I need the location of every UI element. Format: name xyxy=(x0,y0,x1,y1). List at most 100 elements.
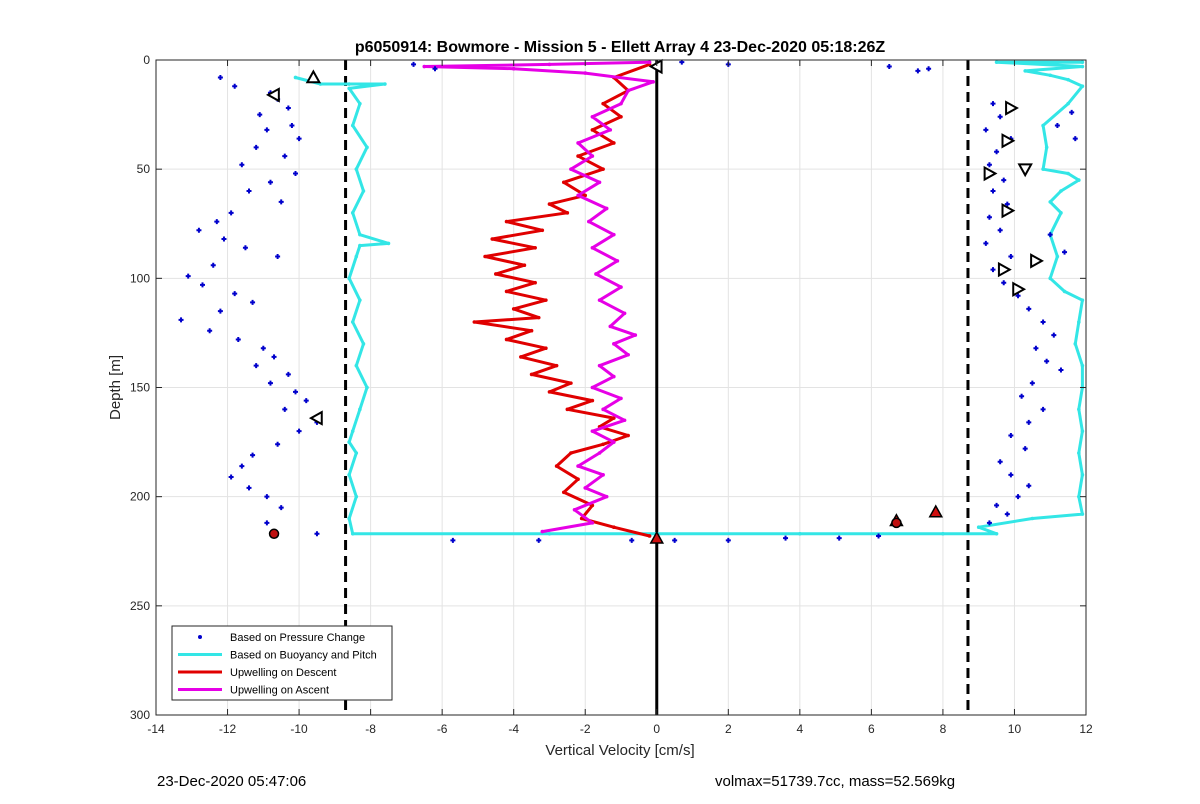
series-point xyxy=(576,154,580,158)
series-point xyxy=(1080,60,1085,64)
series-point xyxy=(590,245,595,250)
reference-lines xyxy=(344,60,970,715)
data-point xyxy=(217,74,223,80)
series-point xyxy=(601,473,605,477)
series-point xyxy=(601,442,605,447)
series-point xyxy=(583,193,588,198)
series-point xyxy=(1041,167,1045,171)
x-tick-label: -14 xyxy=(147,722,165,736)
series-point xyxy=(576,193,580,198)
series-point xyxy=(1080,64,1085,69)
series-point xyxy=(572,507,577,512)
data-point xyxy=(411,61,417,67)
series-point xyxy=(358,232,362,237)
data-point xyxy=(200,282,205,288)
data-point xyxy=(289,123,295,128)
data-point xyxy=(876,533,882,539)
series-point xyxy=(354,254,359,259)
open-triangle-marker xyxy=(1017,163,1033,178)
series-point xyxy=(350,211,355,215)
data-point xyxy=(232,83,238,89)
data-point xyxy=(271,354,277,360)
series-point xyxy=(647,534,652,538)
series-point xyxy=(1066,77,1070,82)
series-point xyxy=(383,82,387,86)
open-triangle-marker xyxy=(1012,281,1027,297)
series-point xyxy=(1077,494,1081,499)
series-point xyxy=(622,418,627,423)
series-point xyxy=(511,66,516,71)
series-point xyxy=(590,398,595,403)
series-point xyxy=(533,280,537,285)
series-point xyxy=(1055,254,1060,259)
end-marker xyxy=(268,528,280,540)
series-point xyxy=(597,451,602,455)
open-triangle-marker xyxy=(305,69,322,84)
end-marker xyxy=(891,517,902,529)
series-point xyxy=(358,298,362,302)
series-point xyxy=(798,531,802,536)
series-point xyxy=(483,254,487,259)
data-point xyxy=(296,136,302,142)
y-tick-label: 300 xyxy=(130,708,150,722)
data-point xyxy=(725,537,731,543)
data-point xyxy=(679,59,685,65)
data-point xyxy=(232,291,238,297)
data-point xyxy=(1040,406,1046,412)
x-tick-label: 12 xyxy=(1079,722,1093,736)
series-point xyxy=(612,342,616,346)
series-point xyxy=(1077,320,1081,324)
data-point xyxy=(536,537,542,543)
series-layer xyxy=(178,59,1085,543)
x-tick-label: 10 xyxy=(1008,722,1022,736)
open-triangle-marker xyxy=(983,165,998,182)
data-point xyxy=(1008,472,1014,478)
data-point xyxy=(1026,306,1032,312)
series-point xyxy=(565,407,570,412)
series-point xyxy=(354,363,359,368)
data-point xyxy=(1029,380,1035,386)
series-point xyxy=(619,285,623,289)
data-point xyxy=(1004,511,1010,517)
series-point xyxy=(561,490,566,495)
series-point xyxy=(587,219,591,224)
y-tick-label: 200 xyxy=(130,490,150,504)
series-point xyxy=(519,355,523,359)
data-point xyxy=(1004,201,1010,207)
series-point xyxy=(612,141,616,145)
series-point xyxy=(612,440,616,444)
series-point xyxy=(1066,171,1070,176)
data-point xyxy=(314,531,320,537)
series-point xyxy=(504,219,509,224)
series-point xyxy=(590,385,595,390)
open-triangle-marker xyxy=(648,58,663,75)
open-triangle-marker xyxy=(1001,202,1016,219)
data-point xyxy=(1040,319,1046,325)
series-point xyxy=(612,374,616,379)
data-point xyxy=(1072,136,1078,142)
series-point xyxy=(1080,84,1085,88)
data-point xyxy=(242,245,248,251)
data-point xyxy=(783,535,789,541)
y-tick-label: 0 xyxy=(143,53,150,67)
series-point xyxy=(619,101,623,106)
series-point xyxy=(597,180,602,185)
series-point xyxy=(361,189,366,193)
data-point xyxy=(246,485,252,491)
data-point xyxy=(207,328,213,334)
series-point xyxy=(1059,211,1063,215)
series-point xyxy=(358,407,362,412)
data-point xyxy=(983,240,989,246)
y-axis-label: Depth [m] xyxy=(107,355,124,420)
data-point xyxy=(994,149,1000,155)
data-point xyxy=(293,389,298,395)
series-point xyxy=(561,180,566,185)
series-point xyxy=(612,416,616,420)
series-point xyxy=(590,114,595,119)
series-point xyxy=(590,429,595,433)
data-point xyxy=(285,371,291,377)
series-point xyxy=(608,128,613,132)
legend-label: Upwelling on Descent xyxy=(230,667,336,679)
data-point xyxy=(836,535,842,541)
data-point xyxy=(1058,367,1064,373)
